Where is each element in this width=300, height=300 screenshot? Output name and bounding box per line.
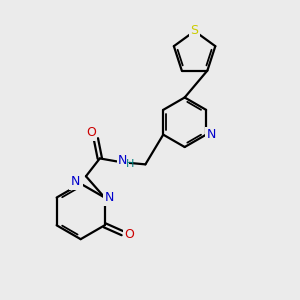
Text: O: O	[86, 126, 96, 139]
Text: O: O	[124, 228, 134, 241]
Text: H: H	[126, 159, 135, 170]
Text: N: N	[206, 128, 216, 141]
Text: N: N	[105, 191, 114, 204]
Text: S: S	[190, 24, 199, 37]
Text: N: N	[118, 154, 127, 167]
Text: N: N	[71, 175, 80, 188]
